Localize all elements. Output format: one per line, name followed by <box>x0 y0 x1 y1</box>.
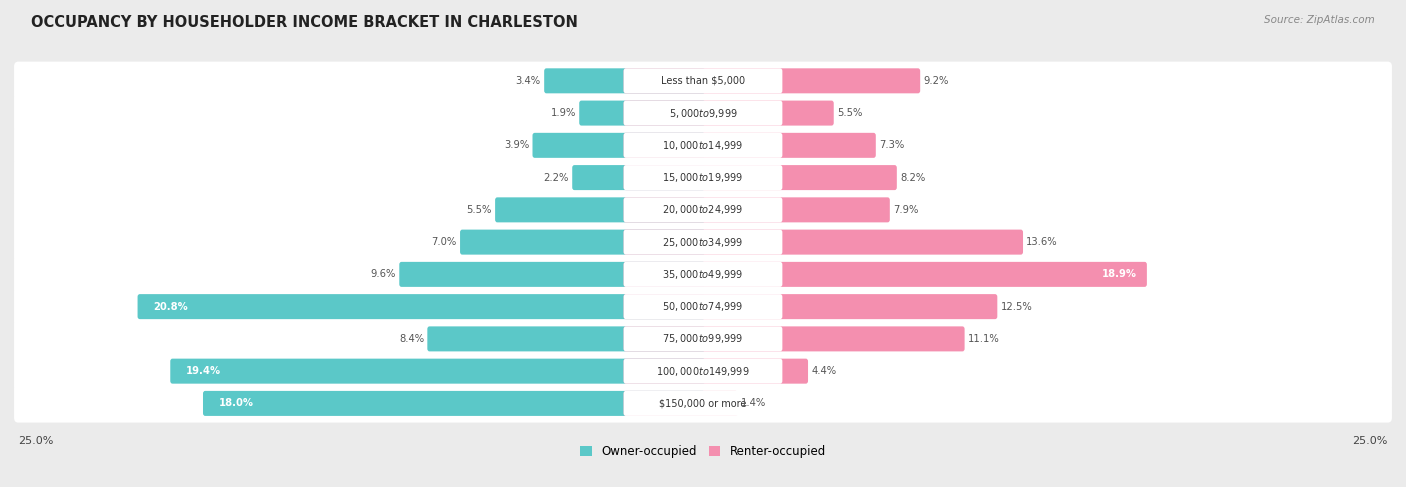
FancyBboxPatch shape <box>624 165 897 190</box>
Text: OCCUPANCY BY HOUSEHOLDER INCOME BRACKET IN CHARLESTON: OCCUPANCY BY HOUSEHOLDER INCOME BRACKET … <box>31 15 578 30</box>
Text: 9.2%: 9.2% <box>924 76 949 86</box>
FancyBboxPatch shape <box>399 262 706 287</box>
Text: $100,000 to $149,999: $100,000 to $149,999 <box>657 365 749 377</box>
FancyBboxPatch shape <box>572 165 706 190</box>
FancyBboxPatch shape <box>624 391 782 416</box>
FancyBboxPatch shape <box>14 62 1392 100</box>
Text: 4.4%: 4.4% <box>811 366 837 376</box>
Text: 13.6%: 13.6% <box>1026 237 1057 247</box>
Text: $20,000 to $24,999: $20,000 to $24,999 <box>662 204 744 216</box>
Text: 1.4%: 1.4% <box>741 398 766 409</box>
FancyBboxPatch shape <box>624 197 782 223</box>
FancyBboxPatch shape <box>14 223 1392 262</box>
FancyBboxPatch shape <box>624 294 782 319</box>
FancyBboxPatch shape <box>544 68 706 94</box>
FancyBboxPatch shape <box>14 94 1392 132</box>
FancyBboxPatch shape <box>14 352 1392 391</box>
FancyBboxPatch shape <box>624 229 1024 255</box>
Text: 5.5%: 5.5% <box>837 108 862 118</box>
FancyBboxPatch shape <box>624 294 997 319</box>
Legend: Owner-occupied, Renter-occupied: Owner-occupied, Renter-occupied <box>575 440 831 463</box>
Text: 7.9%: 7.9% <box>893 205 918 215</box>
FancyBboxPatch shape <box>624 358 782 384</box>
FancyBboxPatch shape <box>624 391 738 416</box>
Text: 1.9%: 1.9% <box>551 108 576 118</box>
FancyBboxPatch shape <box>624 229 782 255</box>
Text: $150,000 or more: $150,000 or more <box>659 398 747 409</box>
Text: $10,000 to $14,999: $10,000 to $14,999 <box>662 139 744 152</box>
Text: 5.5%: 5.5% <box>467 205 492 215</box>
FancyBboxPatch shape <box>624 262 1147 287</box>
FancyBboxPatch shape <box>624 101 782 126</box>
FancyBboxPatch shape <box>460 229 706 255</box>
FancyBboxPatch shape <box>624 133 782 158</box>
Text: 25.0%: 25.0% <box>1353 436 1388 446</box>
Text: 11.1%: 11.1% <box>967 334 1000 344</box>
FancyBboxPatch shape <box>624 262 782 287</box>
Text: $35,000 to $49,999: $35,000 to $49,999 <box>662 268 744 281</box>
FancyBboxPatch shape <box>624 326 965 352</box>
FancyBboxPatch shape <box>624 133 876 158</box>
Text: 25.0%: 25.0% <box>18 436 53 446</box>
Text: 12.5%: 12.5% <box>1001 301 1032 312</box>
Text: $5,000 to $9,999: $5,000 to $9,999 <box>669 107 737 120</box>
FancyBboxPatch shape <box>14 255 1392 294</box>
FancyBboxPatch shape <box>202 391 706 416</box>
FancyBboxPatch shape <box>624 68 782 94</box>
FancyBboxPatch shape <box>427 326 706 352</box>
Text: Source: ZipAtlas.com: Source: ZipAtlas.com <box>1264 15 1375 25</box>
Text: $75,000 to $99,999: $75,000 to $99,999 <box>662 333 744 345</box>
FancyBboxPatch shape <box>14 191 1392 229</box>
Text: $15,000 to $19,999: $15,000 to $19,999 <box>662 171 744 184</box>
FancyBboxPatch shape <box>624 358 808 384</box>
FancyBboxPatch shape <box>14 287 1392 326</box>
Text: 8.4%: 8.4% <box>399 334 425 344</box>
FancyBboxPatch shape <box>579 101 706 126</box>
FancyBboxPatch shape <box>624 101 834 126</box>
Text: 18.9%: 18.9% <box>1101 269 1136 280</box>
FancyBboxPatch shape <box>624 165 782 190</box>
Text: Less than $5,000: Less than $5,000 <box>661 76 745 86</box>
FancyBboxPatch shape <box>495 197 706 223</box>
FancyBboxPatch shape <box>138 294 706 319</box>
Text: 3.4%: 3.4% <box>516 76 541 86</box>
FancyBboxPatch shape <box>624 197 890 223</box>
Text: 7.0%: 7.0% <box>432 237 457 247</box>
Text: $50,000 to $74,999: $50,000 to $74,999 <box>662 300 744 313</box>
Text: 8.2%: 8.2% <box>900 172 925 183</box>
FancyBboxPatch shape <box>533 133 706 158</box>
Text: 2.2%: 2.2% <box>544 172 569 183</box>
Text: 19.4%: 19.4% <box>186 366 221 376</box>
FancyBboxPatch shape <box>170 358 706 384</box>
Text: 7.3%: 7.3% <box>879 140 904 150</box>
FancyBboxPatch shape <box>624 326 782 352</box>
FancyBboxPatch shape <box>624 68 920 94</box>
FancyBboxPatch shape <box>14 319 1392 358</box>
FancyBboxPatch shape <box>14 126 1392 165</box>
Text: 18.0%: 18.0% <box>219 398 254 409</box>
Text: 20.8%: 20.8% <box>153 301 188 312</box>
Text: 3.9%: 3.9% <box>503 140 529 150</box>
Text: 9.6%: 9.6% <box>371 269 396 280</box>
FancyBboxPatch shape <box>14 158 1392 197</box>
FancyBboxPatch shape <box>14 384 1392 423</box>
Text: $25,000 to $34,999: $25,000 to $34,999 <box>662 236 744 249</box>
